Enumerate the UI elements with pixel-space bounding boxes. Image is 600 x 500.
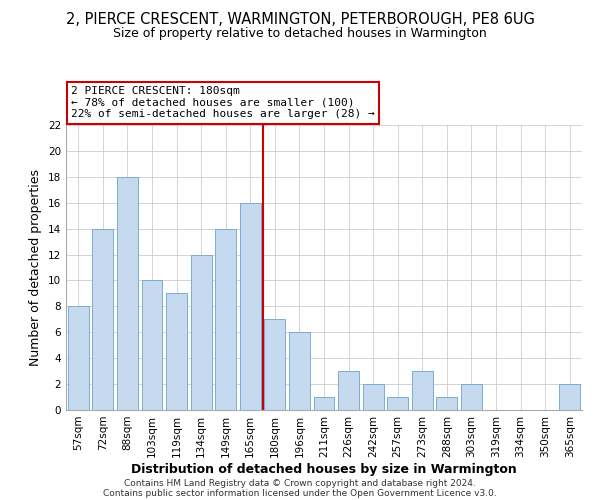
Bar [362, 384, 383, 410]
Bar [289, 332, 310, 410]
Bar [191, 254, 212, 410]
Text: 2, PIERCE CRESCENT, WARMINGTON, PETERBOROUGH, PE8 6UG: 2, PIERCE CRESCENT, WARMINGTON, PETERBOR… [65, 12, 535, 28]
Bar [117, 177, 138, 410]
Text: Size of property relative to detached houses in Warmington: Size of property relative to detached ho… [113, 28, 487, 40]
Bar [461, 384, 482, 410]
Bar [387, 397, 408, 410]
Bar [314, 397, 334, 410]
Text: Contains HM Land Registry data © Crown copyright and database right 2024.: Contains HM Land Registry data © Crown c… [124, 478, 476, 488]
Bar [142, 280, 163, 410]
Bar [240, 202, 261, 410]
Bar [412, 371, 433, 410]
Text: 2 PIERCE CRESCENT: 180sqm
← 78% of detached houses are smaller (100)
22% of semi: 2 PIERCE CRESCENT: 180sqm ← 78% of detac… [71, 86, 375, 120]
Bar [338, 371, 359, 410]
Text: Contains public sector information licensed under the Open Government Licence v3: Contains public sector information licen… [103, 488, 497, 498]
Bar [92, 228, 113, 410]
Bar [215, 228, 236, 410]
Bar [68, 306, 89, 410]
Y-axis label: Number of detached properties: Number of detached properties [29, 169, 43, 366]
Bar [559, 384, 580, 410]
X-axis label: Distribution of detached houses by size in Warmington: Distribution of detached houses by size … [131, 462, 517, 475]
Bar [166, 294, 187, 410]
Bar [436, 397, 457, 410]
Bar [265, 320, 286, 410]
